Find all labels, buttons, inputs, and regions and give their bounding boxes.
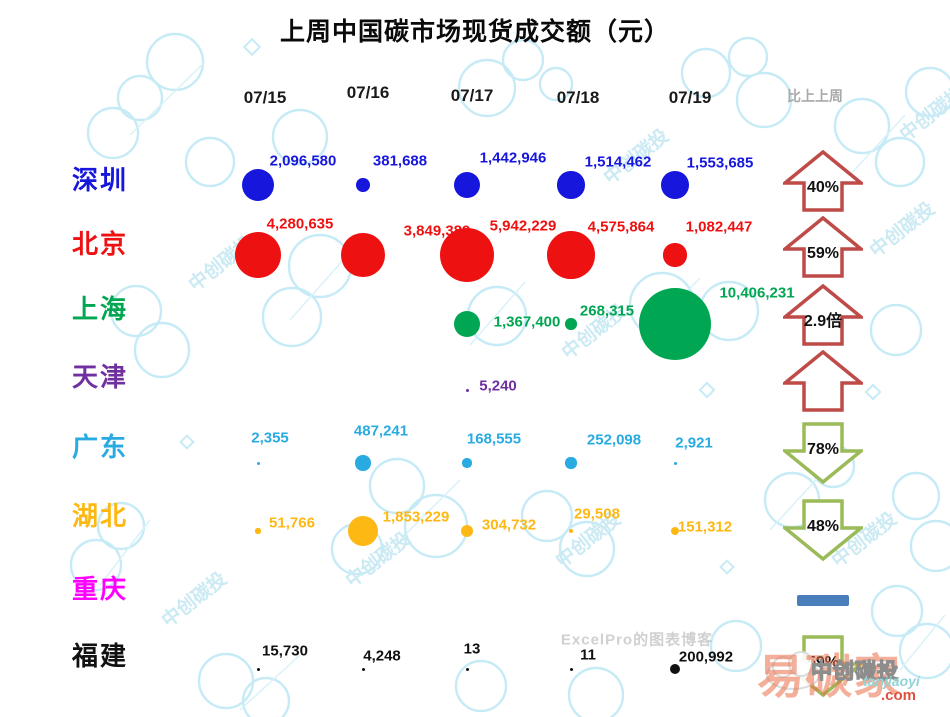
value-label-hubei-4: 151,312 (677, 518, 733, 536)
value-label-beijing-4: 1,082,447 (685, 218, 753, 236)
value-label-guangdong-1: 487,241 (353, 422, 409, 440)
bubble-shanghai-2 (454, 311, 480, 337)
value-label-guangdong-3: 252,098 (586, 431, 642, 449)
bubble-tianjin-2 (465, 388, 469, 392)
bubble-hubei-0 (255, 528, 261, 534)
change-arrow-down-hubei: 48% (783, 499, 863, 561)
bubble-fujian-4 (670, 664, 680, 674)
value-label-guangdong-4: 2,921 (675, 434, 713, 452)
value-label-shenzhen-0: 2,096,580 (269, 152, 337, 170)
value-label-shenzhen-3: 1,514,462 (584, 153, 652, 171)
svg-text:40%: 40% (807, 179, 839, 196)
footer-watermark-text: ExcelPro的图表博客 (560, 631, 714, 649)
bubble-guangdong-1 (355, 455, 371, 471)
bubble-shenzhen-1 (356, 178, 370, 192)
column-header-07-16: 07/16 (346, 83, 390, 102)
bubble-hubei-4 (670, 526, 680, 536)
value-label-hubei-0: 51,766 (269, 514, 315, 532)
row-label-guangdong: 广东 (72, 432, 129, 462)
comparison-column-header: 比上上周 (787, 88, 843, 104)
value-label-shenzhen-2: 1,442,946 (479, 149, 547, 167)
change-arrow-down-fujian: 59% (783, 635, 863, 697)
svg-text:2.9倍: 2.9倍 (804, 311, 842, 330)
change-flat-bar-chongqing (797, 594, 849, 606)
bubble-hubei-3 (569, 529, 573, 533)
row-label-chongqing: 重庆 (72, 574, 129, 604)
row-label-shenzhen: 深圳 (72, 165, 129, 195)
value-label-hubei-2: 304,732 (481, 516, 537, 534)
bubble-beijing-0 (235, 232, 281, 278)
bubble-guangdong-0 (256, 461, 260, 465)
svg-text:中创碳投: 中创碳投 (865, 197, 939, 262)
svg-text:59%: 59% (807, 654, 839, 671)
value-label-beijing-0: 4,280,635 (266, 215, 334, 233)
bubble-hubei-1 (347, 515, 379, 547)
row-label-beijing: 北京 (72, 229, 129, 259)
bubble-guangdong-4 (673, 461, 677, 465)
value-label-beijing-3: 4,575,864 (587, 218, 655, 236)
value-label-shenzhen-1: 381,688 (372, 152, 428, 170)
value-label-hubei-1: 1,853,229 (382, 508, 450, 526)
change-arrow-up-tianjin (783, 350, 863, 412)
svg-text:48%: 48% (807, 518, 839, 535)
logo-latin-text: tanjiaoyi (863, 673, 920, 689)
svg-text:中创碳投: 中创碳投 (157, 567, 231, 632)
bubble-shenzhen-2 (453, 171, 481, 199)
bubble-guangdong-3 (565, 457, 577, 469)
column-header-07-19: 07/19 (668, 88, 712, 107)
bubble-fujian-2 (465, 667, 469, 671)
value-label-fujian-4: 200,992 (678, 648, 734, 666)
row-label-fujian: 福建 (72, 641, 129, 671)
column-header-07-18: 07/18 (556, 88, 600, 107)
column-header-07-17: 07/17 (450, 86, 494, 105)
svg-text:中创碳投: 中创碳投 (895, 81, 950, 146)
bubble-beijing-3 (547, 231, 595, 279)
change-arrow-up-beijing: 59% (783, 216, 863, 278)
svg-text:78%: 78% (807, 441, 839, 458)
column-header-07-15: 07/15 (243, 88, 287, 107)
value-label-beijing-2: 5,942,229 (489, 217, 557, 235)
bubble-shanghai-4 (639, 288, 711, 360)
value-label-shenzhen-4: 1,553,685 (686, 154, 754, 172)
value-label-fujian-0: 15,730 (262, 642, 308, 660)
svg-text:59%: 59% (807, 245, 839, 262)
value-label-hubei-3: 29,508 (574, 505, 620, 523)
bubble-shanghai-3 (565, 318, 577, 330)
value-label-fujian-2: 13 (463, 640, 481, 658)
change-arrow-down-guangdong: 78% (783, 422, 863, 484)
value-label-fujian-3: 11 (580, 646, 596, 664)
bubble-shenzhen-0 (241, 168, 275, 202)
value-label-guangdong-2: 168,555 (466, 430, 522, 448)
logo-domain-text: .com (881, 687, 917, 704)
value-label-shanghai-2: 1,367,400 (493, 313, 561, 331)
row-label-tianjin: 天津 (72, 362, 129, 392)
change-arrow-up-shenzhen: 40% (783, 150, 863, 212)
value-label-shanghai-3: 268,315 (579, 302, 635, 320)
value-label-guangdong-0: 2,355 (251, 429, 289, 447)
chart-title: 上周中国碳市场现货成交额（元） (279, 18, 670, 46)
bubble-fujian-3 (569, 667, 573, 671)
bubble-fujian-1 (361, 667, 365, 671)
bubble-shenzhen-3 (557, 171, 585, 199)
row-label-shanghai: 上海 (72, 294, 129, 324)
value-label-tianjin-2: 5,240 (479, 377, 517, 395)
bubble-fujian-0 (256, 667, 260, 671)
bubble-beijing-4 (663, 243, 687, 267)
change-arrow-up-shanghai: 2.9倍 (783, 284, 863, 346)
value-label-shanghai-4: 10,406,231 (719, 284, 795, 302)
bubble-guangdong-2 (462, 458, 472, 468)
bubble-shenzhen-4 (661, 171, 689, 199)
row-label-hubei: 湖北 (72, 501, 129, 531)
bubble-hubei-2 (460, 524, 474, 538)
bubble-beijing-1 (341, 233, 385, 277)
value-label-fujian-1: 4,248 (363, 647, 401, 665)
bubble-beijing-2 (439, 227, 495, 283)
